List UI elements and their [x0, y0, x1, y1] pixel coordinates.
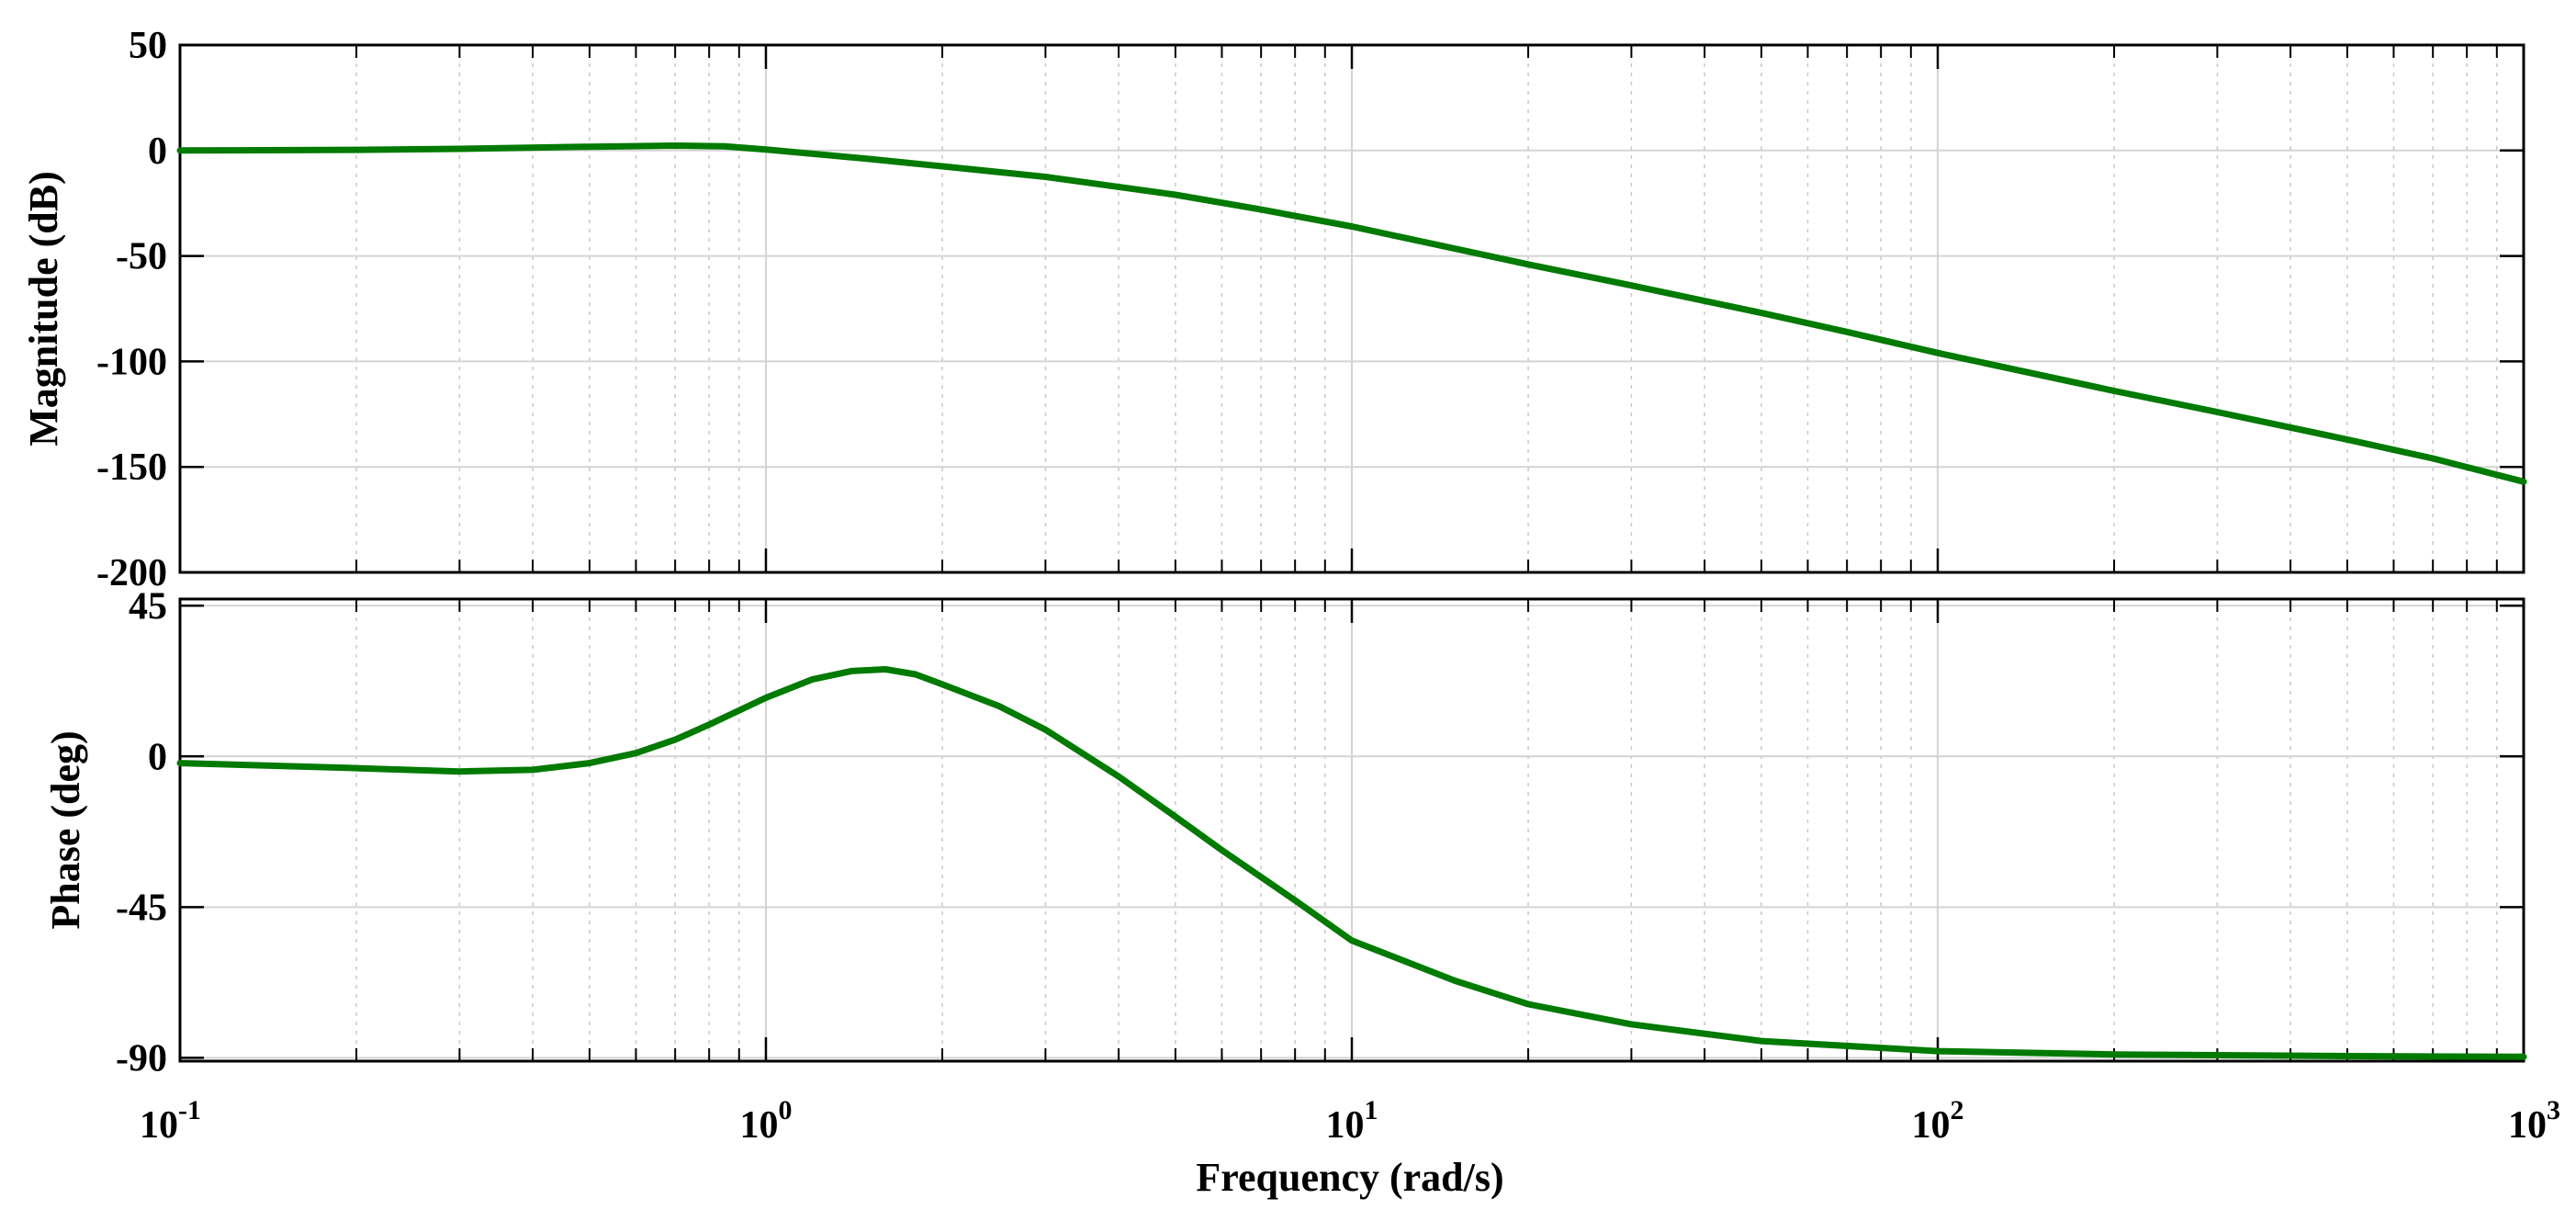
phase-y-tick-label: -45: [116, 887, 167, 929]
magnitude-curve: [176, 142, 2527, 485]
magnitude-y-tick-label: -200: [96, 552, 167, 594]
phase-curve: [176, 666, 2527, 1060]
magnitude-y-tick-label: 50: [129, 25, 167, 67]
magnitude-panel: 50 0 -50 -100 -150 -200 Magnitude (dB): [21, 25, 2527, 594]
x-tick-label: 100: [740, 1095, 793, 1147]
magnitude-y-tick-label: 0: [148, 130, 167, 173]
x-tick-labels: 10-1 100 101 102 103: [140, 1095, 2560, 1147]
phase-y-tick-label: 0: [148, 736, 167, 778]
x-axis-label: Frequency (rad/s): [1196, 1155, 1503, 1200]
x-tick-label: 103: [2508, 1095, 2560, 1147]
x-tick-label: 101: [1326, 1095, 1378, 1147]
magnitude-y-axis-label: Magnitude (dB): [21, 171, 66, 446]
magnitude-ticks: [178, 43, 2525, 574]
x-tick-label: 10-1: [140, 1095, 201, 1147]
phase-panel: 45 0 -45 -90 Phase (deg): [43, 585, 2527, 1080]
phase-y-tick-labels: 45 0 -45 -90: [116, 585, 167, 1080]
magnitude-y-tick-label: -100: [96, 341, 167, 383]
magnitude-y-tick-label: -150: [96, 447, 167, 489]
x-tick-label: 102: [1912, 1095, 1964, 1147]
phase-y-axis-label: Phase (deg): [43, 730, 88, 929]
phase-y-tick-label: -90: [116, 1037, 167, 1080]
magnitude-y-tick-labels: 50 0 -50 -100 -150 -200: [96, 25, 167, 594]
phase-y-tick-label: 45: [129, 585, 167, 627]
magnitude-y-tick-label: -50: [116, 236, 167, 278]
